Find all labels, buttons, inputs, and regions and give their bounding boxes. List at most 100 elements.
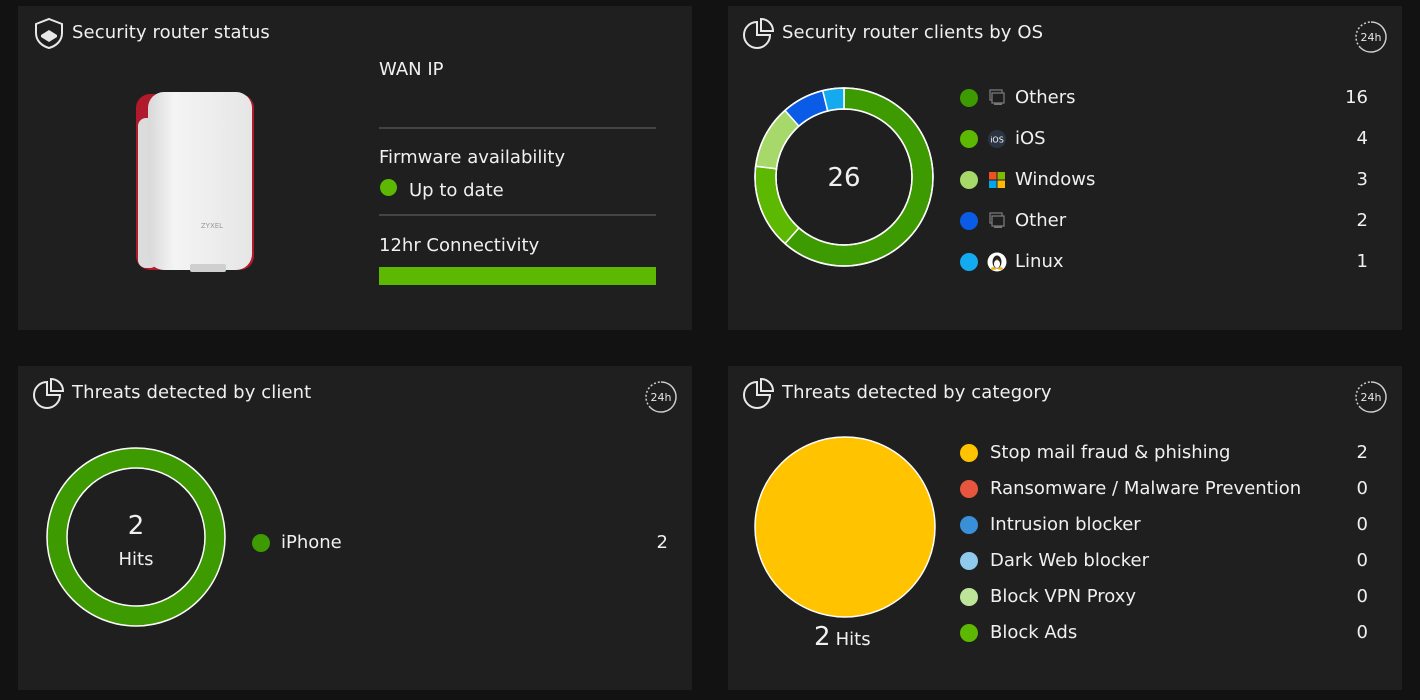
linux-icon <box>987 252 1007 272</box>
firmware-status-dot <box>380 179 397 196</box>
legend-item[interactable]: Block Ads 0 <box>958 618 1378 648</box>
legend-dot <box>960 212 978 230</box>
legend-value: 0 <box>1356 514 1368 535</box>
legend-dot <box>960 516 978 534</box>
legend-dot <box>960 253 978 271</box>
legend-label: Other <box>1015 210 1067 231</box>
pie-chart-icon <box>33 377 65 409</box>
windows-icon <box>989 172 1005 188</box>
legend-dot <box>960 130 978 148</box>
period-badge-label: 24h <box>651 391 672 404</box>
shield-icon <box>35 17 63 50</box>
threats-by-client-card: Threats detected by client 24h 2 Hits iP… <box>18 366 692 690</box>
legend-item[interactable]: Windows 3 <box>958 165 1378 195</box>
device-brand-label: ZYXEL <box>201 222 223 230</box>
legend-label: Intrusion blocker <box>990 514 1141 535</box>
client-total-unit: Hits <box>118 549 154 570</box>
legend-item[interactable]: Stop mail fraud & phishing 2 <box>958 438 1378 468</box>
router-status-card: Security router status ZYXEL WAN IP Firm… <box>18 6 692 330</box>
connectivity-label: 12hr Connectivity <box>379 235 540 256</box>
period-badge-label: 24h <box>1361 31 1382 44</box>
category-total-value: 2 <box>814 622 831 652</box>
firmware-status: Up to date <box>409 180 504 201</box>
os-legend: Others 16 iOS iOS 4 Windows 3 Other 2 Linux 1 <box>958 83 1378 283</box>
donut-outline <box>46 447 226 627</box>
legend-label: Block Ads <box>990 622 1078 643</box>
legend-dot <box>960 588 978 606</box>
card-title: Security router clients by OS <box>782 22 1044 43</box>
category-pie-chart <box>754 436 936 618</box>
client-donut-chart <box>46 447 226 627</box>
legend-label: iOS <box>1015 128 1046 149</box>
donut-segment-ios[interactable] <box>754 165 800 245</box>
generic-device-icon <box>989 212 1005 228</box>
legend-value: 16 <box>1345 87 1368 108</box>
pie-chart-icon <box>743 377 775 409</box>
legend-item[interactable]: Linux 1 <box>958 247 1378 277</box>
legend-item[interactable]: Others 16 <box>958 83 1378 113</box>
connectivity-bar <box>379 267 656 285</box>
legend-item[interactable]: Intrusion blocker 0 <box>958 510 1378 540</box>
legend-dot <box>960 624 978 642</box>
legend-item[interactable]: Ransomware / Malware Prevention 0 <box>958 474 1378 504</box>
ios-icon: iOS <box>988 130 1006 148</box>
client-total: 2 <box>127 511 145 541</box>
category-total-unit: Hits <box>835 629 871 650</box>
legend-dot <box>252 534 270 552</box>
legend-item[interactable]: Dark Web blocker 0 <box>958 546 1378 576</box>
legend-value: 2 <box>1356 442 1368 463</box>
os-donut-chart <box>754 87 934 267</box>
category-total: 2 Hits <box>814 622 871 652</box>
generic-device-icon <box>989 89 1005 105</box>
legend-label: iPhone <box>281 532 342 553</box>
legend-label: Dark Web blocker <box>990 550 1149 571</box>
card-title: Threats detected by client <box>72 382 312 403</box>
category-legend: Stop mail fraud & phishing 2 Ransomware / … <box>958 438 1378 658</box>
donut-outline <box>754 87 934 267</box>
card-title: Threats detected by category <box>782 382 1052 403</box>
period-badge-label: 24h <box>1361 391 1382 404</box>
24h-badge-icon[interactable]: 24h <box>1354 20 1388 54</box>
legend-item[interactable]: iOS iOS 4 <box>958 124 1378 154</box>
legend-label: Windows <box>1015 169 1096 190</box>
pie-chart-icon <box>743 17 775 49</box>
legend-item[interactable]: Block VPN Proxy 0 <box>958 582 1378 612</box>
legend-item[interactable]: iPhone 2 <box>252 528 672 558</box>
24h-badge-icon[interactable]: 24h <box>1354 380 1388 414</box>
legend-value: 0 <box>1356 550 1368 571</box>
legend-value: 1 <box>1356 251 1368 272</box>
card-title: Security router status <box>72 22 270 43</box>
legend-label: Stop mail fraud & phishing <box>990 442 1231 463</box>
legend-value: 0 <box>1356 478 1368 499</box>
legend-item[interactable]: Other 2 <box>958 206 1378 236</box>
svg-text:iOS: iOS <box>990 136 1004 145</box>
router-device-image: ZYXEL <box>136 92 254 272</box>
divider <box>379 127 656 129</box>
legend-label: Ransomware / Malware Prevention <box>990 478 1302 499</box>
legend-dot <box>960 480 978 498</box>
legend-label: Linux <box>1015 251 1064 272</box>
legend-label: Block VPN Proxy <box>990 586 1137 607</box>
legend-dot <box>960 171 978 189</box>
legend-label: Others <box>1015 87 1076 108</box>
legend-value: 0 <box>1356 622 1368 643</box>
client-legend: iPhone 2 <box>252 528 672 568</box>
clients-by-os-card: Security router clients by OS 24h 26 Oth… <box>728 6 1402 330</box>
legend-value: 2 <box>656 532 668 553</box>
legend-value: 2 <box>1356 210 1368 231</box>
legend-dot <box>960 89 978 107</box>
donut-outline <box>775 108 913 246</box>
divider <box>379 214 656 216</box>
legend-dot <box>960 444 978 462</box>
legend-value: 0 <box>1356 586 1368 607</box>
threats-by-category-card: Threats detected by category 24h 2 Hits … <box>728 366 1402 690</box>
os-total: 26 <box>827 163 861 193</box>
24h-badge-icon[interactable]: 24h <box>644 380 678 414</box>
pie-slice-stop-mail-fraud-phishing[interactable] <box>754 436 936 618</box>
legend-value: 4 <box>1356 128 1368 149</box>
firmware-label: Firmware availability <box>379 147 566 168</box>
legend-dot <box>960 552 978 570</box>
wan-ip-label: WAN IP <box>379 59 444 80</box>
donut-outline <box>66 467 206 607</box>
legend-value: 3 <box>1356 169 1368 190</box>
